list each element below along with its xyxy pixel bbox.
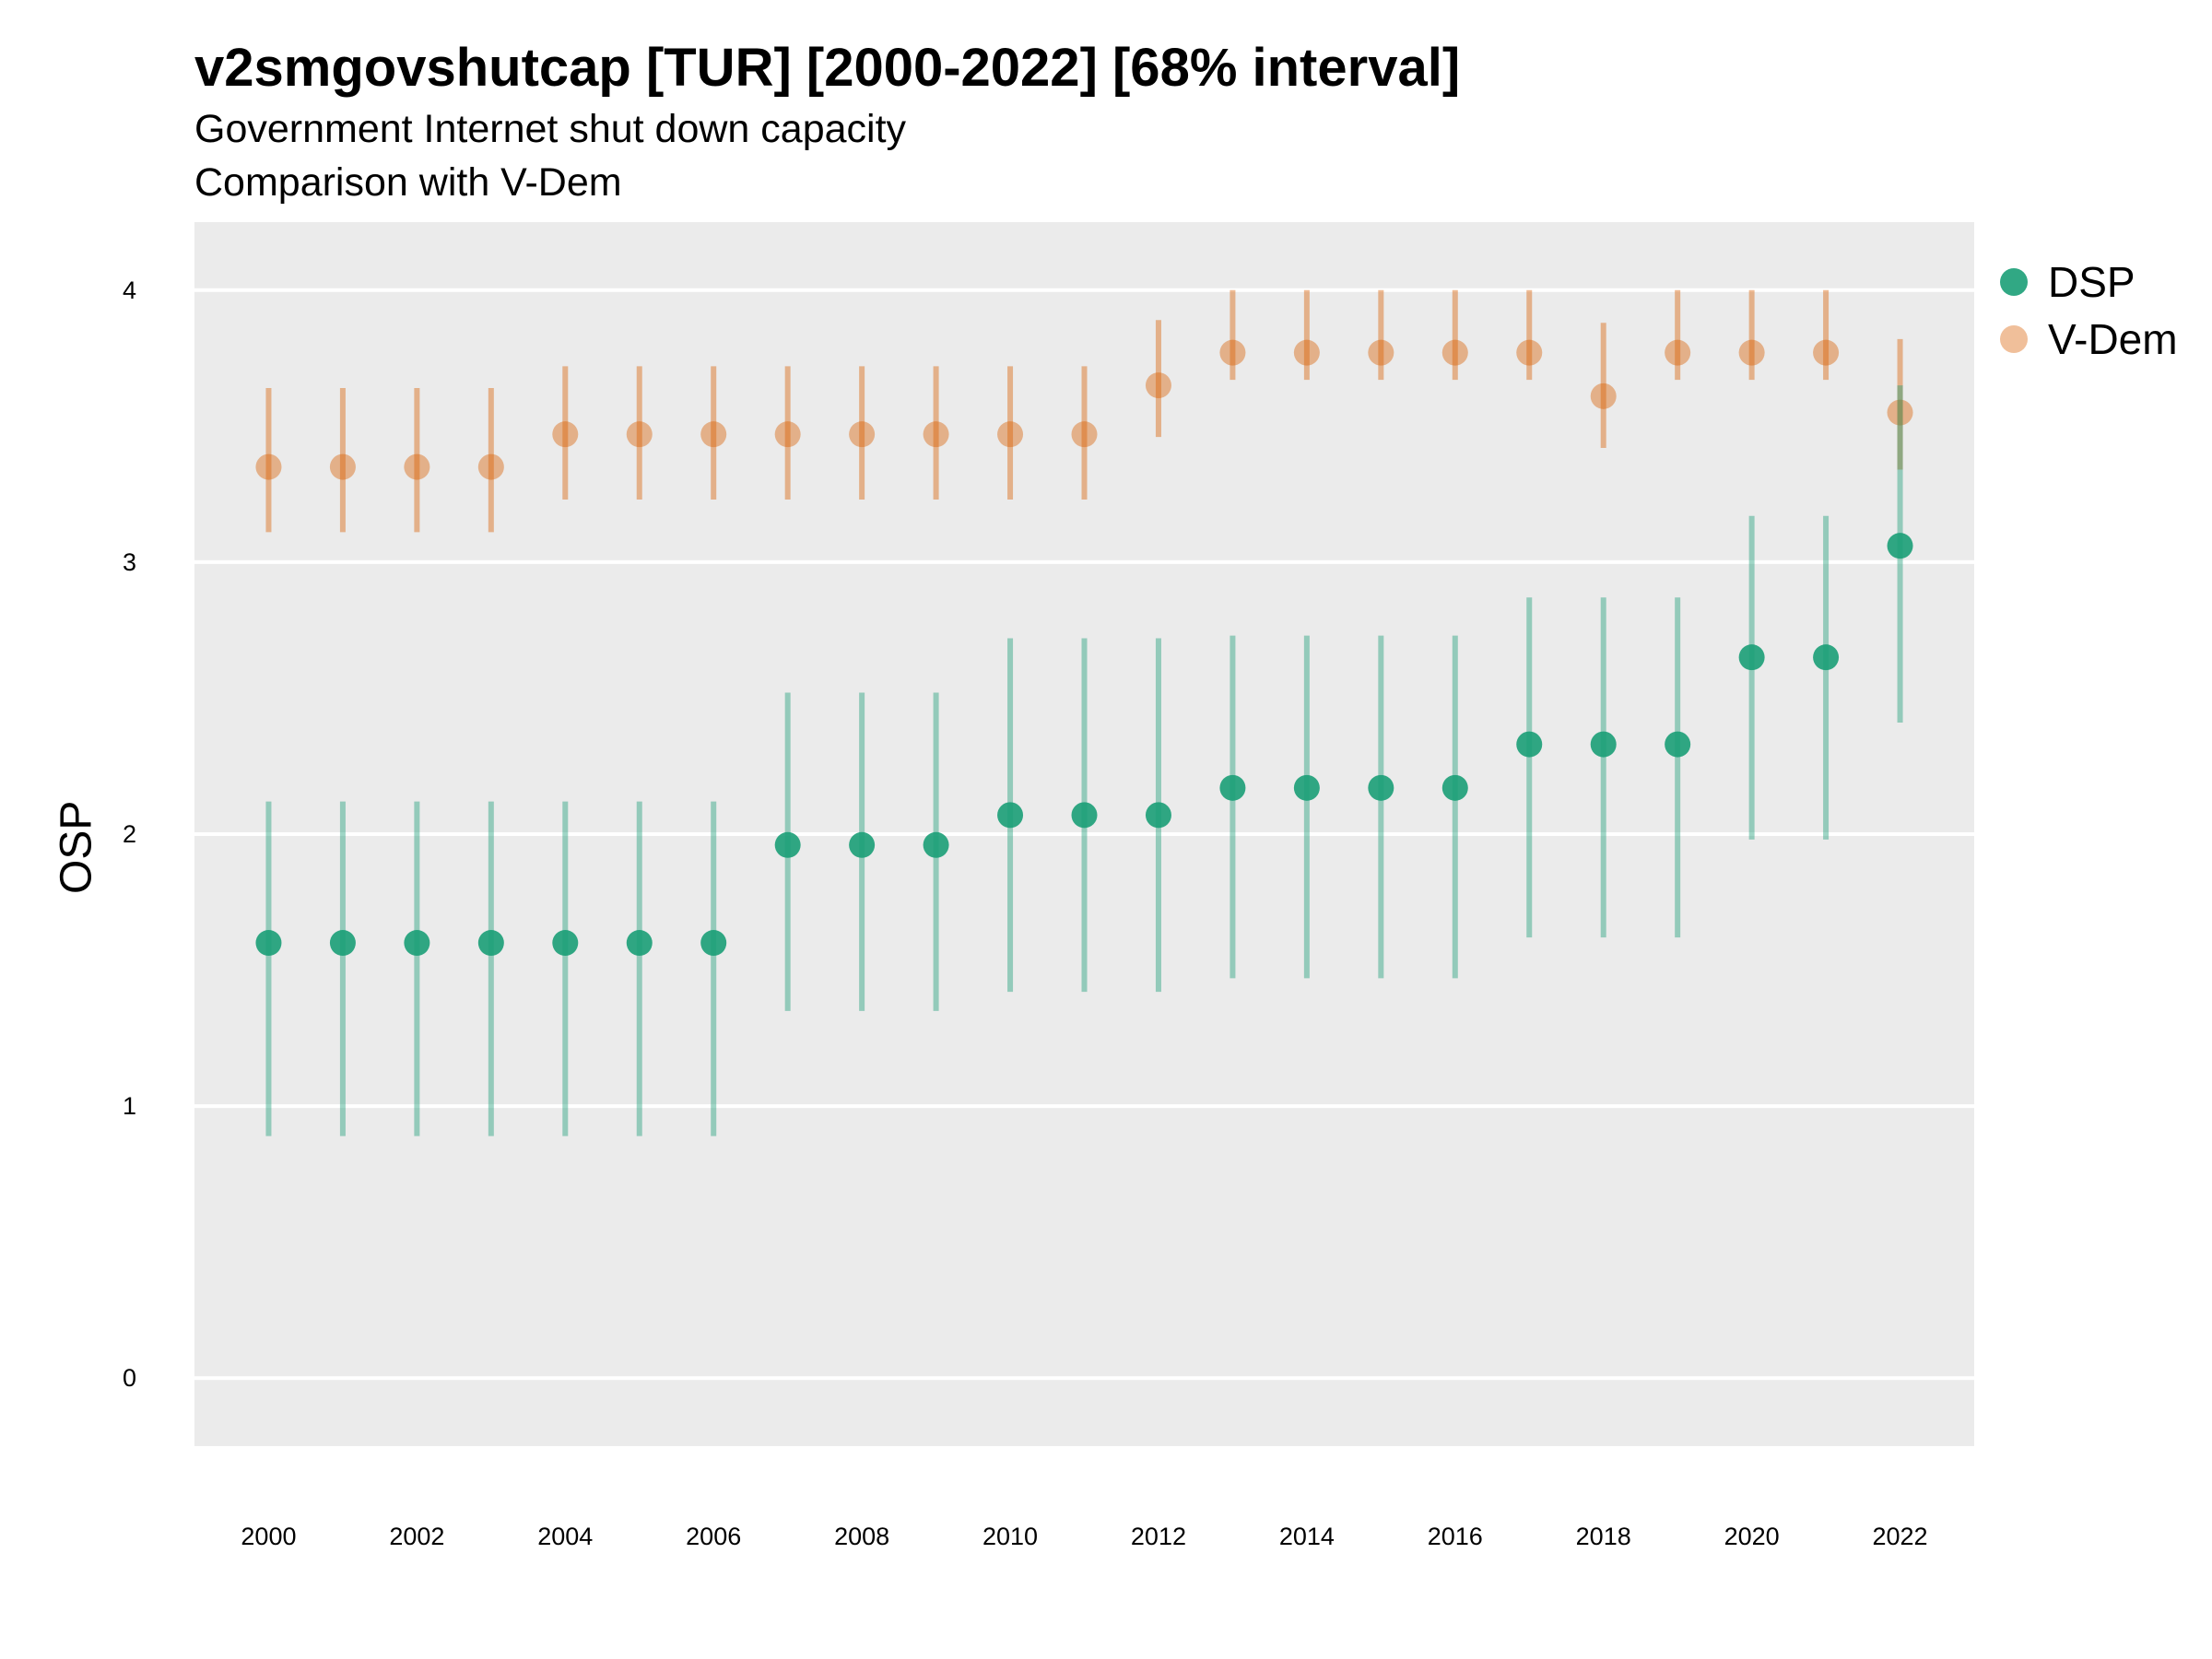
y-tick-labels: 0 1 2 3 4 xyxy=(123,276,136,1392)
point-dsp-2003 xyxy=(477,930,504,957)
x-tick-label: 2006 xyxy=(686,1523,741,1550)
point-vdem-2005 xyxy=(626,421,653,448)
y-tick-label: 0 xyxy=(123,1364,136,1392)
x-tick-label: 2010 xyxy=(982,1523,1038,1550)
point-vdem-2008 xyxy=(849,421,876,448)
legend-key-dsp xyxy=(2000,268,2028,296)
legend-item-dsp: DSP xyxy=(2000,253,2178,311)
chart-subtitle-line-1: Government Internet shut down capacity xyxy=(194,107,907,151)
point-dsp-2008 xyxy=(849,831,876,858)
point-vdem-2020 xyxy=(1738,339,1765,366)
legend-key-vdem xyxy=(2000,325,2028,353)
y-tick-label: 4 xyxy=(123,276,136,304)
x-tick-label: 2012 xyxy=(1131,1523,1186,1550)
point-vdem-2014 xyxy=(1293,339,1320,366)
point-dsp-2009 xyxy=(923,831,949,858)
data-marks xyxy=(255,289,1913,1136)
point-dsp-2013 xyxy=(1219,774,1246,801)
point-vdem-2010 xyxy=(997,421,1024,448)
point-vdem-2015 xyxy=(1368,339,1394,366)
point-dsp-2010 xyxy=(997,802,1024,829)
x-tick-label: 2018 xyxy=(1576,1523,1631,1550)
point-dsp-2006 xyxy=(700,930,727,957)
x-tick-label: 2002 xyxy=(389,1523,444,1550)
point-vdem-2011 xyxy=(1071,421,1098,448)
point-vdem-2021 xyxy=(1813,339,1840,366)
point-vdem-2018 xyxy=(1590,382,1617,409)
point-vdem-2003 xyxy=(477,453,504,480)
y-tick-label: 1 xyxy=(123,1092,136,1120)
x-tick-label: 2004 xyxy=(537,1523,593,1550)
point-vdem-2016 xyxy=(1441,339,1468,366)
point-dsp-2016 xyxy=(1441,774,1468,801)
x-tick-label: 2022 xyxy=(1873,1523,1928,1550)
x-tick-labels: 2000 2002 2004 2006 2008 2010 2012 2014 2016 2018… xyxy=(241,1523,1927,1550)
point-vdem-2009 xyxy=(923,421,949,448)
point-dsp-2011 xyxy=(1071,802,1098,829)
point-dsp-2015 xyxy=(1368,774,1394,801)
point-dsp-2005 xyxy=(626,930,653,957)
legend-label-vdem: V-Dem xyxy=(2048,315,2178,363)
point-dsp-2014 xyxy=(1293,774,1320,801)
point-dsp-2020 xyxy=(1738,644,1765,671)
y-tick-label: 2 xyxy=(123,820,136,848)
point-dsp-2000 xyxy=(255,930,282,957)
point-vdem-2000 xyxy=(255,453,282,480)
series-dsp xyxy=(255,385,1913,1136)
point-dsp-2017 xyxy=(1516,731,1543,758)
gridlines xyxy=(194,288,1974,1381)
x-tick-label: 2014 xyxy=(1279,1523,1335,1550)
point-vdem-2017 xyxy=(1516,339,1543,366)
point-vdem-2004 xyxy=(552,421,579,448)
point-vdem-2006 xyxy=(700,421,727,448)
point-vdem-2019 xyxy=(1665,339,1691,366)
point-vdem-2002 xyxy=(404,453,430,480)
point-dsp-2021 xyxy=(1813,644,1840,671)
point-dsp-2007 xyxy=(774,831,801,858)
point-dsp-2019 xyxy=(1665,731,1691,758)
x-tick-label: 2016 xyxy=(1428,1523,1483,1550)
point-dsp-2002 xyxy=(404,930,430,957)
point-vdem-2007 xyxy=(774,421,801,448)
legend-label-dsp: DSP xyxy=(2048,258,2136,306)
y-tick-label: 3 xyxy=(123,548,136,576)
point-dsp-2022 xyxy=(1887,533,1913,559)
x-tick-label: 2008 xyxy=(834,1523,889,1550)
chart-subtitle-line-2: Comparison with V-Dem xyxy=(194,160,622,205)
point-vdem-2013 xyxy=(1219,339,1246,366)
point-dsp-2004 xyxy=(552,930,579,957)
x-tick-label: 2020 xyxy=(1724,1523,1780,1550)
x-tick-label: 2000 xyxy=(241,1523,296,1550)
point-vdem-2001 xyxy=(329,453,356,480)
point-dsp-2001 xyxy=(329,930,356,957)
point-dsp-2012 xyxy=(1145,802,1171,829)
series-vdem xyxy=(255,289,1913,533)
legend: DSP V-Dem xyxy=(2000,253,2178,368)
chart-title: v2smgovshutcap [TUR] [2000-2022] [68% in… xyxy=(194,38,1461,98)
point-vdem-2022 xyxy=(1887,399,1913,426)
point-vdem-2012 xyxy=(1145,372,1171,399)
point-dsp-2018 xyxy=(1590,731,1617,758)
legend-item-vdem: V-Dem xyxy=(2000,311,2178,368)
